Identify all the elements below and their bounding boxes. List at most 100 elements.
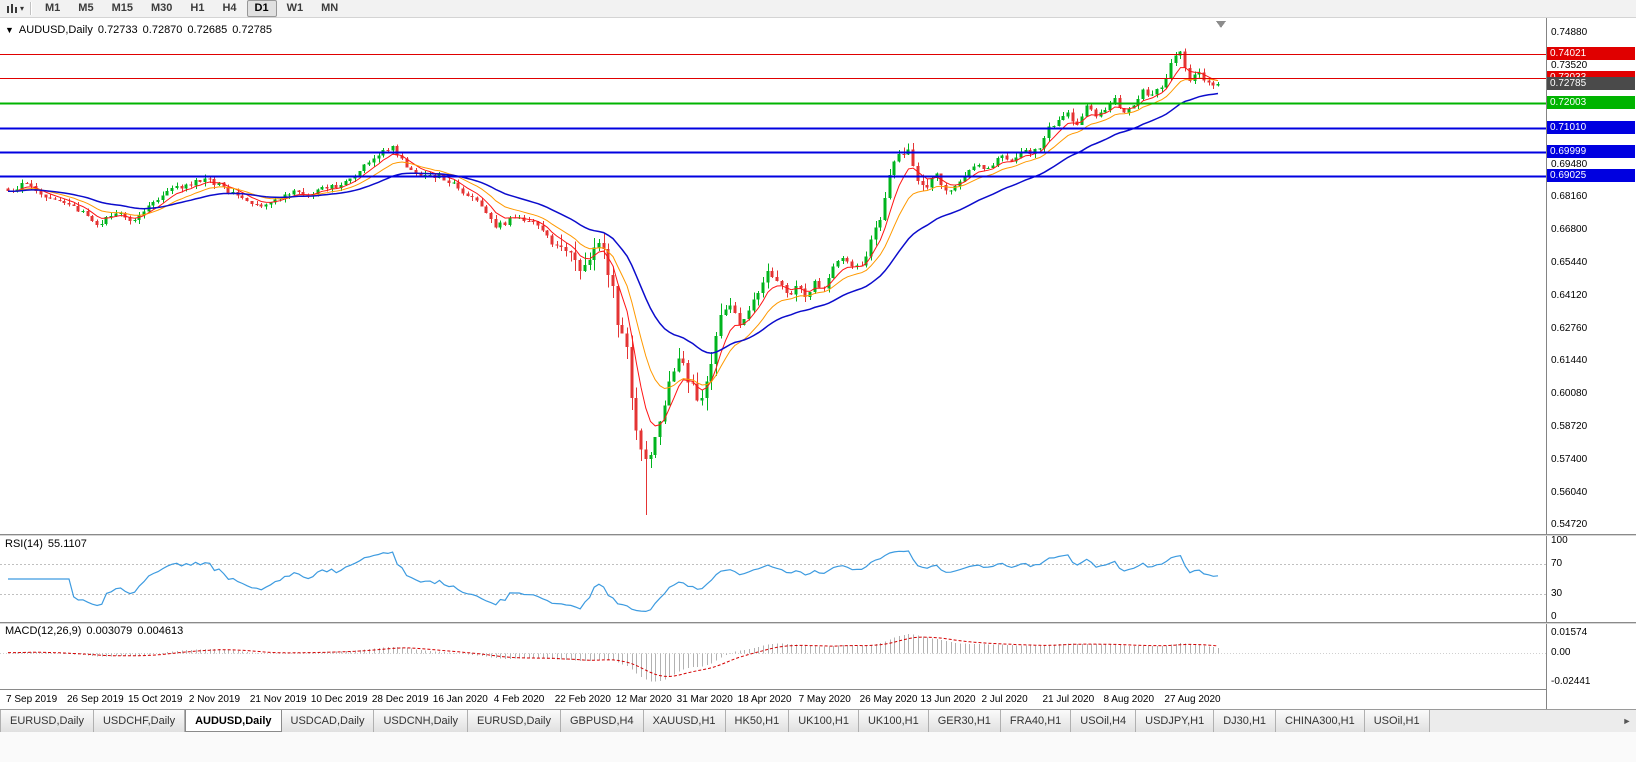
date-label: 7 May 2020 (798, 694, 851, 705)
tab-xauusd-h1[interactable]: XAUUSD,H1 (643, 710, 726, 732)
rsi-scale-tick: 30 (1551, 588, 1563, 600)
rsi-line (8, 550, 1219, 613)
macd-label: MACD(12,26,9) (5, 625, 82, 637)
macd-canvas[interactable] (0, 624, 1546, 689)
macd-panel: MACD(12,26,9) 0.003079 0.004613 (0, 624, 1546, 689)
macd-scale-tick: 0.00 (1551, 646, 1571, 658)
one-click-trading-caret[interactable]: ▼ (5, 25, 14, 35)
tab-uk100-h1[interactable]: UK100,H1 (858, 710, 929, 732)
price-tick: 0.73520 (1551, 60, 1588, 72)
timeframe-button-mn[interactable]: MN (321, 2, 339, 14)
date-label: 16 Jan 2020 (432, 694, 488, 705)
date-label: 22 Feb 2020 (554, 694, 611, 705)
chart-tabs: EURUSD,Daily USDCHF,Daily AUDUSD,Daily USDC… (0, 710, 1618, 732)
main-chart-panel: ▼ AUDUSD,Daily 0.72733 0.72870 0.72685 0.7278… (0, 18, 1546, 534)
date-label: 8 Aug 2020 (1103, 694, 1155, 705)
timeframe-button-h4[interactable]: H4 (222, 2, 237, 14)
tab-ger30-h1[interactable]: GER30,H1 (928, 710, 1001, 732)
timeframe-toolbar: ▾ M1 M5 M15 M30 H1 H4 D1 W1 MN (0, 0, 1636, 18)
timeframe-button-d1[interactable]: D1 (246, 0, 277, 17)
candlestick-chart-icon (7, 3, 17, 13)
date-label: 26 May 2020 (859, 694, 918, 705)
tab-usoil-h1[interactable]: USOil,H1 (1364, 710, 1430, 732)
date-label: 2 Jul 2020 (981, 694, 1028, 705)
rsi-label: RSI(14) (5, 538, 43, 550)
date-label: 28 Dec 2019 (371, 694, 429, 705)
legend-close: 0.72785 (232, 24, 272, 36)
chart-type-button[interactable]: ▾ (3, 3, 26, 15)
tab-eurusd-daily[interactable]: EURUSD,Daily (468, 710, 561, 732)
macd-signal-line (8, 636, 1219, 678)
price-tick: 0.66800 (1551, 224, 1588, 236)
timeframe-button-h1[interactable]: H1 (190, 2, 205, 14)
date-label: 2 Nov 2019 (188, 694, 241, 705)
tab-usdcad-daily[interactable]: USDCAD,Daily (281, 710, 375, 732)
tab-audusd-daily[interactable]: AUDUSD,Daily (185, 710, 282, 732)
price-tick: 0.64120 (1551, 289, 1588, 301)
tab-scroll-right[interactable]: ► (1618, 710, 1636, 732)
price-tick: 0.65440 (1551, 257, 1588, 269)
level-price-badge: 0.69999 (1547, 145, 1635, 159)
date-label: 10 Dec 2019 (310, 694, 368, 705)
tab-usoil-h4[interactable]: USOil,H4 (1071, 710, 1137, 732)
legend-open: 0.72733 (97, 24, 138, 36)
chart-legend: ▼ AUDUSD,Daily 0.72733 0.72870 0.72685 0.7278… (5, 24, 277, 36)
ma-fast (7, 67, 1219, 427)
tab-gbpusd-h4[interactable]: GBPUSD,H4 (561, 710, 644, 732)
current-price-badge: 0.72785 (1547, 77, 1635, 91)
macd-value-signal: 0.004613 (137, 625, 184, 637)
date-label: 4 Feb 2020 (493, 694, 545, 705)
tab-eurusd-daily[interactable]: EURUSD,Daily (0, 710, 94, 732)
rsi-scale-tick: 100 (1551, 535, 1568, 546)
price-tick: 0.61440 (1551, 355, 1588, 367)
rsi-value: 55.1107 (47, 538, 87, 550)
chart-dropdown-caret: ▾ (20, 4, 25, 13)
panel-separator[interactable] (0, 534, 1636, 536)
date-label: 31 Mar 2020 (676, 694, 733, 705)
price-tick: 0.60080 (1551, 388, 1588, 400)
price-tick: 0.56040 (1551, 486, 1588, 498)
macd-value-main: 0.003079 (86, 625, 133, 637)
timeframe-button-m1[interactable]: M1 (45, 2, 61, 14)
toolbar-separator (30, 2, 33, 15)
tab-usdchf-daily[interactable]: USDCHF,Daily (93, 710, 186, 732)
price-tick: 0.58720 (1551, 421, 1588, 433)
date-label: 27 Aug 2020 (1164, 694, 1221, 705)
price-tick: 0.68160 (1551, 191, 1588, 203)
legend-low: 0.72685 (187, 24, 228, 36)
macd-legend: MACD(12,26,9) 0.003079 0.004613 (5, 625, 188, 637)
legend-symbol: AUDUSD,Daily (18, 24, 93, 36)
macd-scale-tick: -0.02441 (1551, 676, 1591, 688)
timeframe-button-w1[interactable]: W1 (286, 2, 304, 14)
timeframe-button-m15[interactable]: M15 (111, 2, 133, 14)
tab-hk50-h1[interactable]: HK50,H1 (725, 710, 790, 732)
tab-dj30-h1[interactable]: DJ30,H1 (1214, 710, 1277, 732)
tab-uk100-h1[interactable]: UK100,H1 (789, 710, 859, 732)
legend-high: 0.72870 (142, 24, 183, 36)
tab-fra40-h1[interactable]: FRA40,H1 (1000, 710, 1072, 732)
time-axis[interactable]: 7 Sep 2019 26 Sep 2019 15 Oct 2019 2 Nov 20… (0, 689, 1546, 709)
tab-usdjpy-h1[interactable]: USDJPY,H1 (1136, 710, 1215, 732)
timeframe-button-m30[interactable]: M30 (150, 2, 173, 14)
main-chart-canvas[interactable] (0, 18, 1546, 534)
chart-area: ▼ AUDUSD,Daily 0.72733 0.72870 0.72685 0.7278… (0, 18, 1636, 709)
chart-tabbar: EURUSD,Daily USDCHF,Daily AUDUSD,Daily USDC… (0, 709, 1636, 732)
date-label: 13 Jun 2020 (920, 694, 976, 705)
price-scale[interactable]: 0.74880 0.73520 0.69480 0.68160 0.66800 0.654… (1546, 18, 1636, 709)
rsi-canvas[interactable] (0, 536, 1546, 622)
panel-separator[interactable] (0, 622, 1636, 624)
date-label: 21 Jul 2020 (1042, 694, 1095, 705)
date-label: 18 Apr 2020 (737, 694, 792, 705)
ma-slow (8, 92, 1219, 354)
tab-usdcnh-daily[interactable]: USDCNH,Daily (374, 710, 469, 732)
timeframe-button-m5[interactable]: M5 (78, 2, 94, 14)
date-label: 15 Oct 2019 (127, 694, 183, 705)
tab-china300-h1[interactable]: CHINA300,H1 (1276, 710, 1365, 732)
rsi-legend: RSI(14) 55.1107 (5, 538, 92, 550)
rsi-scale-tick: 70 (1551, 557, 1563, 569)
chart-shift-marker[interactable] (1216, 21, 1226, 28)
macd-histogram (8, 634, 1219, 682)
price-tick: 0.57400 (1551, 453, 1588, 465)
level-price-badge: 0.71010 (1547, 120, 1635, 134)
